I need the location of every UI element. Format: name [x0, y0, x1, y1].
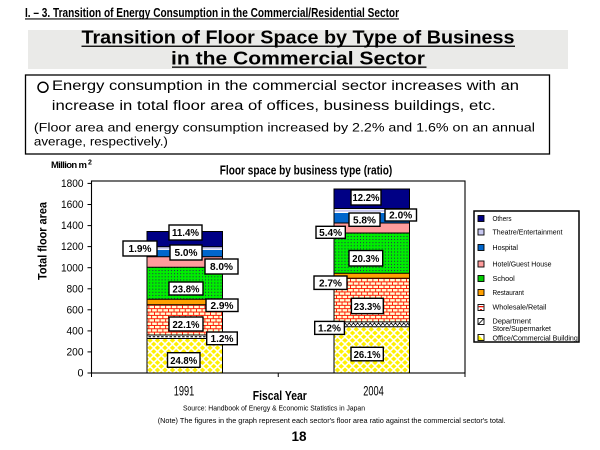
svg-text:23.8%: 23.8%	[173, 284, 200, 295]
svg-text:1800: 1800	[61, 178, 84, 190]
svg-text:School: School	[493, 276, 516, 283]
svg-text:increase in total floor area o: increase in total floor area of offices,…	[52, 98, 496, 114]
svg-text:1991: 1991	[174, 382, 195, 398]
svg-text:I. – 3. Transition of Energy C: I. – 3. Transition of Energy Consumption…	[25, 6, 399, 20]
svg-text:Transition of Floor Space by T: Transition of Floor Space by Type of Bus…	[82, 28, 515, 48]
svg-text:Source: Handbook of Energy & E: Source: Handbook of Energy & Economic St…	[183, 404, 365, 413]
svg-text:Restaurant: Restaurant	[493, 290, 524, 297]
svg-text:2.9%: 2.9%	[211, 301, 234, 312]
svg-text:Theatre/Entertainment: Theatre/Entertainment	[493, 230, 563, 237]
svg-text:2.0%: 2.0%	[389, 211, 412, 222]
svg-text:1.9%: 1.9%	[129, 244, 152, 255]
svg-text:in the Commercial Sector: in the Commercial Sector	[171, 49, 425, 69]
svg-text:400: 400	[67, 326, 84, 338]
svg-text:1600: 1600	[61, 199, 84, 211]
svg-text:2.7%: 2.7%	[319, 279, 342, 290]
svg-text:5.0%: 5.0%	[175, 248, 198, 259]
svg-text:(Floor area and energy consump: (Floor area and energy consumption incre…	[34, 120, 535, 134]
svg-text:5.8%: 5.8%	[353, 215, 376, 226]
svg-text:(Note) The figures in the grap: (Note) The figures in the graph represen…	[158, 416, 506, 425]
svg-text:1.2%: 1.2%	[211, 334, 234, 345]
svg-text:Million m: Million m	[51, 160, 87, 171]
svg-text:200: 200	[67, 347, 84, 359]
svg-text:8.0%: 8.0%	[210, 262, 233, 273]
svg-text:Fiscal Year: Fiscal Year	[253, 388, 307, 403]
svg-text:Store/Supermarket: Store/Supermarket	[493, 326, 552, 333]
svg-text:22.1%: 22.1%	[173, 320, 200, 331]
svg-text:18: 18	[291, 429, 307, 444]
svg-text:5.4%: 5.4%	[319, 228, 342, 239]
svg-text:800: 800	[67, 283, 84, 295]
svg-text:20.3%: 20.3%	[352, 254, 379, 265]
svg-text:0: 0	[78, 368, 84, 380]
svg-text:2: 2	[88, 160, 92, 167]
svg-text:1200: 1200	[61, 241, 84, 253]
svg-text:average, respectively.): average, respectively.)	[34, 134, 168, 148]
svg-text:1.2%: 1.2%	[318, 324, 341, 335]
svg-text:2004: 2004	[363, 382, 384, 398]
svg-text:12.2%: 12.2%	[353, 193, 380, 204]
svg-text:1400: 1400	[61, 220, 84, 232]
svg-text:1000: 1000	[61, 262, 84, 274]
svg-text:24.8%: 24.8%	[170, 356, 197, 367]
svg-text:Hospital: Hospital	[493, 245, 519, 252]
svg-text:Floor space by business type (: Floor space by business type (ratio)	[220, 164, 393, 178]
svg-text:600: 600	[67, 304, 84, 316]
svg-text:Wholesale/Retail: Wholesale/Retail	[493, 305, 547, 312]
svg-text:Total floor area: Total floor area	[36, 202, 50, 280]
svg-text:Office/Commercial Building: Office/Commercial Building	[493, 336, 578, 343]
svg-text:11.4%: 11.4%	[172, 228, 199, 239]
svg-text:23.3%: 23.3%	[354, 302, 381, 313]
svg-text:Energy consumption in the comm: Energy consumption in the commercial sec…	[52, 78, 519, 94]
svg-text:Department: Department	[493, 319, 532, 326]
svg-text:Hotel/Guest House: Hotel/Guest House	[493, 262, 552, 269]
svg-text:26.1%: 26.1%	[354, 350, 381, 361]
svg-text:Others: Others	[493, 216, 512, 223]
